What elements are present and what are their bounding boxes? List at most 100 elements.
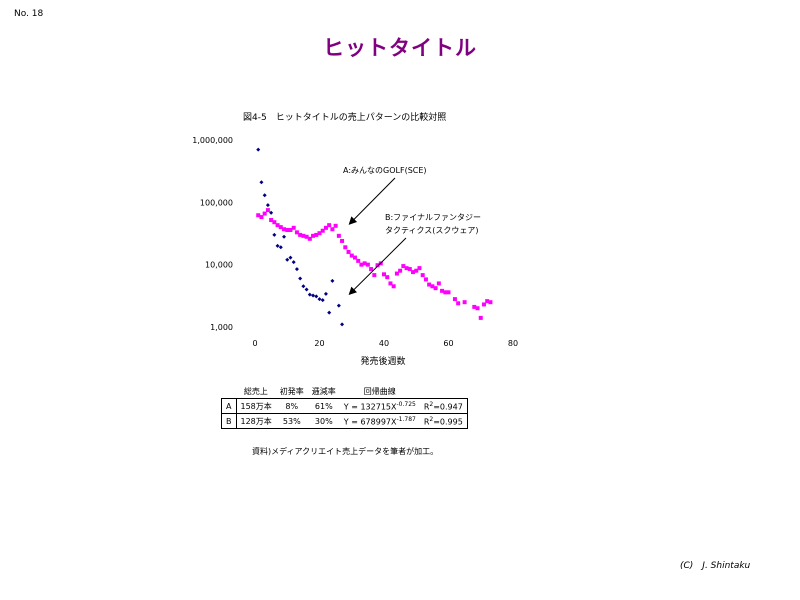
decay-rate: 61% [307, 398, 340, 414]
series-b-point [272, 232, 277, 237]
series-a-point [369, 267, 374, 272]
x-axis-label: 発売後週数 [360, 355, 405, 367]
series-a-point [440, 288, 445, 293]
table-row: B 128万本 53% 30% Y = 678997X-1.787 R2=0.9… [221, 413, 468, 429]
series-a-point [385, 275, 390, 280]
y-tick-label: 1,000,000 [192, 136, 233, 145]
series-a-point [265, 208, 270, 213]
series-a-point [456, 301, 461, 306]
series-b-point [317, 297, 322, 302]
series-a-point [372, 273, 377, 278]
figure-caption: 図4-5 ヒットタイトルの売上パターンの比較対照 [243, 113, 447, 123]
series-a-point [420, 273, 425, 278]
series-a-point [275, 223, 280, 228]
series-a-point [417, 266, 422, 271]
series-a-point [340, 238, 345, 243]
row-label: A [221, 398, 237, 414]
row-label: B [221, 413, 237, 429]
header-cell [222, 384, 237, 399]
series-a-point [407, 267, 412, 272]
series-a-point [446, 290, 451, 295]
y-axis-ticks: 1,000,000 100,000 10,000 1,000 [192, 136, 233, 332]
regression-equation: Y = 132715X-0.725 [339, 398, 420, 414]
annotations: A:みんなのGOLF(SCE) B:ファイナルファンタジータクティクス(スクウェア… [343, 166, 481, 295]
x-tick-label: 0 [252, 339, 257, 348]
series-a-point [323, 225, 328, 230]
series-a-point [301, 233, 306, 238]
series-a-point [298, 232, 303, 237]
x-axis-ticks: 0 20 40 60 80 [252, 339, 518, 348]
annotation-arrow [348, 177, 396, 225]
initial-rate: 8% [275, 398, 308, 414]
header-regression: 回帰曲線 [363, 386, 396, 396]
series-a-point [398, 268, 403, 273]
annotation-label: A:みんなのGOLF(SCE) [343, 166, 427, 175]
series-a-point [423, 277, 428, 282]
series-b-point [294, 267, 299, 272]
series-a-point [272, 220, 277, 225]
series-b-point [291, 260, 296, 265]
series-a-point [314, 232, 319, 237]
source-note: 資料)メディアクリエイト売上データを筆者が加工。 [252, 447, 439, 456]
series-a-point [317, 231, 322, 236]
series-a-point [282, 227, 287, 232]
r-squared: R2=0.995 [419, 413, 468, 429]
series-a-point [401, 264, 406, 269]
series-a-point [256, 213, 261, 218]
header-initial: 初発率 [279, 386, 304, 396]
series-a-point [430, 284, 435, 289]
series-a-point [427, 282, 432, 287]
x-tick-label: 20 [314, 339, 324, 348]
y-tick-label: 1,000 [210, 323, 233, 332]
series-a-point [259, 215, 264, 220]
x-tick-label: 60 [443, 339, 453, 348]
series-a-point [278, 225, 283, 230]
series-b-point [278, 245, 283, 250]
series-b-point [259, 180, 264, 185]
annotation-arrow [348, 237, 407, 295]
series-b-point [301, 284, 306, 289]
series-a-point [288, 227, 293, 232]
y-tick-label: 100,000 [200, 198, 233, 207]
series-a-point [433, 286, 438, 291]
x-tick-label: 40 [379, 339, 389, 348]
series-b-point [288, 255, 293, 260]
series-b-point [265, 203, 270, 208]
series-b-point [262, 193, 267, 198]
series-a-point [262, 211, 267, 216]
series-a-point [436, 281, 441, 286]
series-a-point [291, 225, 296, 230]
slide-title: ヒットタイトル [323, 36, 477, 60]
series-a-point [333, 223, 338, 228]
series-b-point [304, 287, 309, 292]
series-a-point [394, 271, 399, 276]
series-a-point [452, 297, 457, 302]
slide-number: No. 18 [14, 9, 44, 19]
y-tick-label: 10,000 [205, 261, 233, 270]
series-b-point [275, 243, 280, 248]
x-tick-label: 80 [508, 339, 518, 348]
series-a-points [256, 208, 493, 320]
series-a-point [294, 230, 299, 235]
series-b-point [256, 147, 261, 152]
series-a-point [304, 234, 309, 239]
series-b-point [307, 292, 312, 297]
r-squared: R2=0.947 [419, 398, 468, 414]
header-total: 総売上 [243, 386, 268, 396]
series-a-point [343, 245, 348, 250]
header-cell [420, 384, 468, 399]
series-a-point [375, 263, 380, 268]
series-a-point [404, 266, 409, 271]
series-b-points [256, 147, 345, 327]
series-a-point [443, 290, 448, 295]
series-a-point [414, 268, 419, 273]
series-a-point [327, 223, 332, 228]
series-a-point [320, 228, 325, 233]
series-a-point [475, 306, 480, 311]
regression-equation: Y = 678997X-1.787 [339, 413, 420, 429]
series-a-point [472, 304, 477, 309]
series-a-point [481, 302, 486, 307]
series-a-point [388, 281, 393, 286]
series-a-point [307, 236, 312, 241]
